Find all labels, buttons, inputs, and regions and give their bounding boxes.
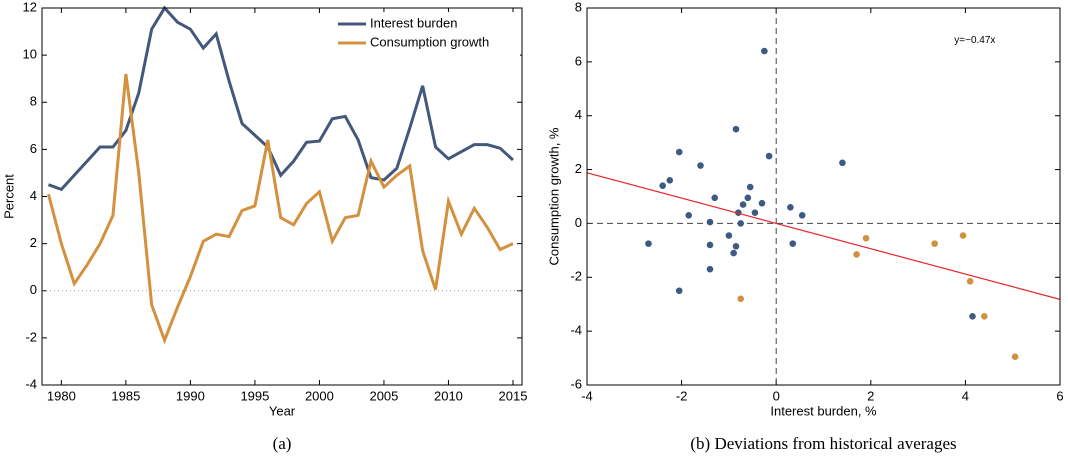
- scatter-point: [659, 182, 666, 190]
- x-tick-label: 2005: [369, 388, 398, 403]
- fit-line: [586, 172, 1061, 300]
- caption: (a): [273, 434, 292, 453]
- scatter-point: [789, 240, 797, 247]
- y-tick-label: 10: [23, 47, 37, 62]
- y-tick-label: -4: [25, 376, 37, 391]
- y-tick-label: 8: [575, 0, 582, 14]
- scatter-point: [853, 251, 860, 258]
- scatter-point: [732, 125, 740, 133]
- scatter-point: [706, 241, 714, 249]
- y-tick-label: -2: [25, 329, 37, 344]
- scatter-point: [732, 243, 740, 250]
- scatter-point: [666, 177, 674, 184]
- x-tick-label: 1985: [111, 388, 140, 403]
- x-tick-label: 1990: [176, 388, 205, 403]
- scatter-point: [931, 240, 938, 247]
- legend-box: [332, 12, 520, 56]
- x-tick-label: -2: [676, 388, 688, 403]
- x-axis-label: Interest burden, %: [770, 403, 877, 418]
- scatter-point: [758, 199, 766, 207]
- scatter-point: [1011, 353, 1019, 361]
- y-tick-label: 0: [575, 215, 582, 230]
- x-tick-label: -4: [581, 388, 593, 403]
- x-tick-label: 2015: [499, 388, 528, 403]
- scatter-point: [706, 265, 714, 273]
- x-axis-label: Year: [269, 403, 296, 418]
- y-tick-label: 4: [575, 107, 582, 122]
- scatter-point: [711, 194, 719, 202]
- scatter-point: [706, 218, 714, 226]
- scatter-point: [959, 232, 967, 239]
- scatter-point: [966, 278, 974, 285]
- scatter-point: [746, 183, 754, 191]
- caption: (b) Deviations from historical averages: [690, 434, 956, 453]
- scatter-point: [685, 212, 692, 219]
- scatter-point: [739, 201, 747, 208]
- scatter-point: [765, 152, 773, 160]
- scatter-point: [744, 194, 752, 202]
- scatter-point: [737, 295, 745, 303]
- y-tick-label: 6: [575, 53, 582, 68]
- scatter-point: [787, 203, 794, 211]
- x-tick-label: 2000: [305, 388, 334, 403]
- plot-frame: [41, 7, 523, 386]
- scatter-point: [981, 313, 988, 320]
- scatter-point: [761, 47, 768, 55]
- data-line: [47, 5, 514, 192]
- y-tick-label: -2: [570, 269, 582, 284]
- scatter-point: [751, 209, 759, 216]
- y-axis-label: Percent: [1, 174, 16, 219]
- y-tick-label: 12: [23, 0, 37, 14]
- y-tick-label: 6: [30, 141, 37, 156]
- scatter-point: [737, 220, 745, 227]
- scatter-point: [725, 232, 733, 239]
- annotation: y=−0.47x: [954, 35, 995, 46]
- scatter-point: [675, 148, 683, 156]
- x-tick-label: 2: [867, 388, 874, 403]
- scatter-point: [862, 234, 870, 242]
- scatter-point: [645, 240, 652, 247]
- y-tick-label: 0: [30, 282, 37, 297]
- scatter-point: [839, 159, 846, 167]
- scatter-point: [969, 313, 976, 320]
- scatter-point: [675, 287, 683, 295]
- y-tick-label: 2: [575, 161, 582, 176]
- scatter-point: [798, 212, 806, 219]
- y-tick-label: -6: [570, 376, 582, 391]
- scatter-point: [730, 249, 737, 257]
- x-tick-label: 0: [773, 388, 780, 403]
- y-axis-label: Consumption growth, %: [546, 127, 561, 265]
- legend-label: Interest burden: [370, 15, 457, 30]
- legend-label: Consumption growth: [370, 34, 489, 49]
- y-tick-label: 2: [30, 235, 37, 250]
- y-tick-label: -4: [570, 323, 582, 338]
- y-tick-label: 8: [30, 94, 37, 109]
- x-tick-label: 4: [962, 388, 969, 403]
- data-line: [47, 73, 514, 345]
- plot-frame: [586, 7, 1061, 386]
- y-tick-label: 4: [30, 188, 37, 203]
- x-tick-label: 1995: [240, 388, 269, 403]
- scatter-point: [697, 162, 704, 169]
- x-tick-label: 2010: [434, 388, 463, 403]
- x-tick-label: 6: [1056, 388, 1063, 403]
- x-tick-label: 1980: [47, 388, 76, 403]
